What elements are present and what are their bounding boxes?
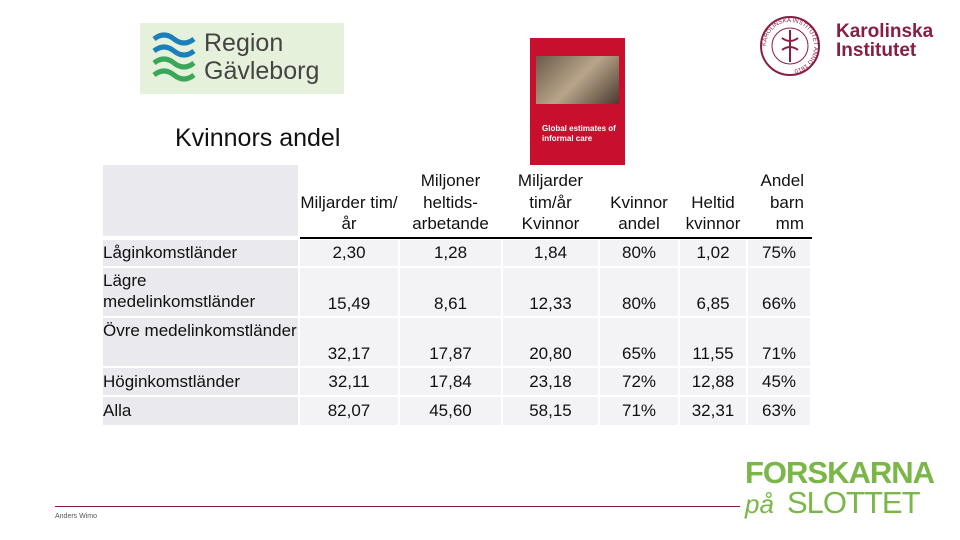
data-cell: 71% — [600, 397, 680, 427]
column-header: Kvinnor andel — [600, 165, 680, 238]
header-corner — [103, 165, 300, 238]
data-cell: 2,30 — [300, 240, 400, 268]
row-label: Alla — [103, 397, 300, 427]
region-line2: Gävleborg — [204, 57, 320, 85]
data-cell: 20,80 — [503, 318, 600, 368]
column-header: Miljarder tim/år Kvinnor — [503, 165, 600, 238]
forskarna-slottet: SLOTTET — [787, 485, 921, 520]
data-cell: 1,28 — [400, 240, 503, 268]
data-cell: 45,60 — [400, 397, 503, 427]
ki-name: Karolinska Institutet — [836, 22, 933, 60]
forskarna-line1: FORSKARNA — [745, 455, 935, 490]
data-cell: 1,02 — [680, 240, 748, 268]
column-header: Andel barn mm — [748, 165, 812, 238]
footer-line — [55, 506, 740, 507]
data-cell: 15,49 — [300, 268, 400, 318]
data-cell: 80% — [600, 240, 680, 268]
column-header: Miljarder tim/år — [300, 165, 400, 238]
header-rule — [300, 237, 812, 239]
forskarna-pa: på — [745, 489, 774, 519]
data-cell: 32,11 — [300, 368, 400, 397]
row-label: Höginkomstländer — [103, 368, 300, 397]
forskarna-logo: FORSKARNA på SLOTTET — [745, 455, 945, 525]
row-label: Lägre medelinkomstländer — [103, 268, 300, 318]
data-cell: 58,15 — [503, 397, 600, 427]
data-cell: 12,88 — [680, 368, 748, 397]
data-cell: 66% — [748, 268, 812, 318]
region-name: Region Gävleborg — [204, 29, 319, 85]
row-label: Låginkomstländer — [103, 240, 300, 268]
data-cell: 17,87 — [400, 318, 503, 368]
ki-line1: Karolinska — [836, 21, 934, 42]
data-cell: 32,17 — [300, 318, 400, 368]
book-cover: Global estimates of informal care — [530, 38, 625, 166]
data-cell: 72% — [600, 368, 680, 397]
data-cell: 6,85 — [680, 268, 748, 318]
data-cell: 80% — [600, 268, 680, 318]
region-line1: Region — [204, 29, 284, 57]
book-photo — [536, 56, 619, 104]
slide-title: Kvinnors andel — [175, 124, 341, 152]
book-title: Global estimates of informal care — [542, 124, 616, 143]
ki-line2: Institutet — [836, 40, 917, 61]
footer-author: Anders Wimo — [55, 513, 98, 520]
data-cell: 45% — [748, 368, 812, 397]
data-cell: 71% — [748, 318, 812, 368]
data-cell: 11,55 — [680, 318, 748, 368]
data-cell: 65% — [600, 318, 680, 368]
row-label: Övre medelinkomstländer — [103, 318, 300, 368]
data-cell: 23,18 — [503, 368, 600, 397]
data-cell: 82,07 — [300, 397, 400, 427]
data-cell: 32,31 — [680, 397, 748, 427]
region-icon — [152, 32, 196, 82]
column-header: Miljoner heltids-arbetande — [400, 165, 503, 238]
ki-seal: KAROLINSKA INSTITUTET ANNO 1810 — [760, 16, 820, 76]
column-header: Heltid kvinnor — [680, 165, 748, 238]
data-cell: 17,84 — [400, 368, 503, 397]
data-cell: 12,33 — [503, 268, 600, 318]
data-cell: 63% — [748, 397, 812, 427]
data-cell: 75% — [748, 240, 812, 268]
region-logo: Region Gävleborg — [140, 23, 344, 94]
data-cell: 1,84 — [503, 240, 600, 268]
data-cell: 8,61 — [400, 268, 503, 318]
